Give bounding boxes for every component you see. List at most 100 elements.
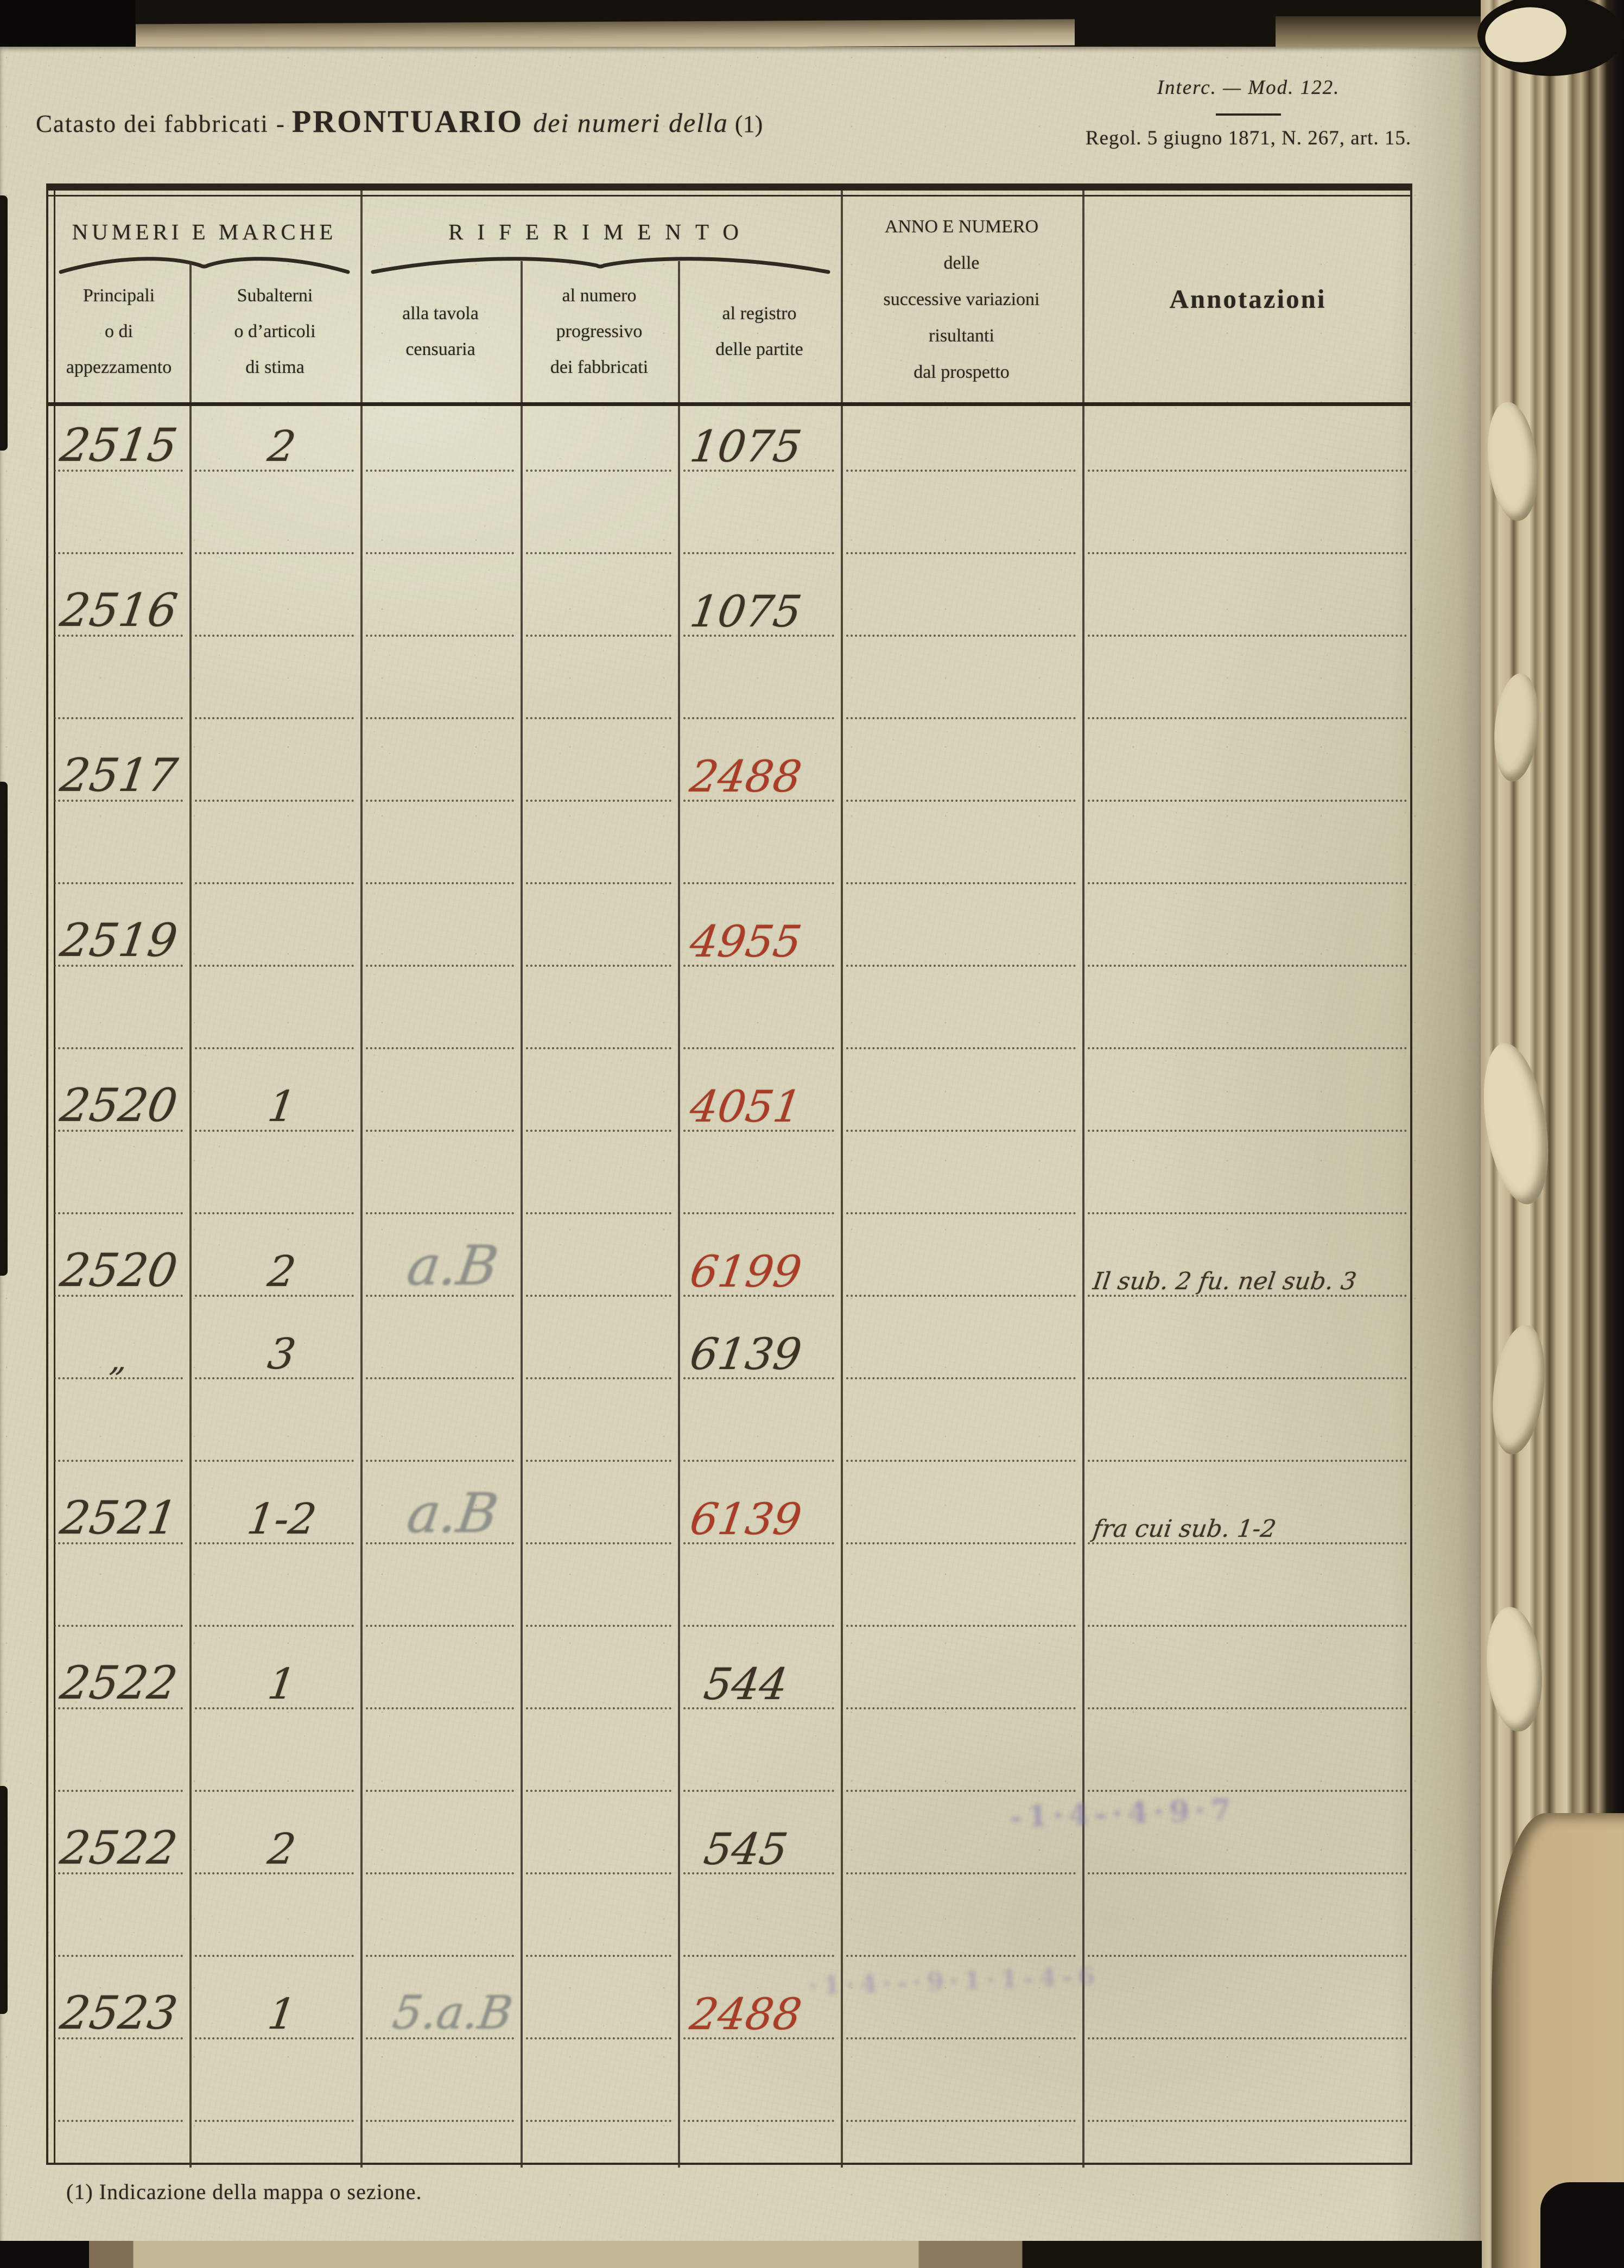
column-rule <box>1082 406 1084 2168</box>
ruled-line <box>846 798 1076 802</box>
ruled-line <box>54 633 183 637</box>
ruled-line <box>683 1623 834 1627</box>
ruled-line <box>526 1128 671 1132</box>
ruled-line <box>1088 1128 1407 1132</box>
handwritten-entry: 545 <box>701 1823 791 1874</box>
ruled-line <box>683 963 834 967</box>
ruled-line <box>366 2118 514 2122</box>
handwritten-entry: 6139 <box>687 1328 805 1379</box>
handwritten-entry: 6199 <box>687 1246 805 1297</box>
ruled-line <box>846 1293 1076 1297</box>
ruled-line <box>54 2036 183 2039</box>
ruled-line <box>195 1211 354 1214</box>
ruled-line <box>526 1293 671 1297</box>
ruled-line <box>195 1128 354 1132</box>
ruled-line <box>366 1541 514 1544</box>
stack-torn-scallop <box>1482 1605 1547 1734</box>
ruled-line <box>195 963 354 967</box>
ruled-line <box>526 1211 671 1214</box>
ruled-line <box>846 633 1076 637</box>
column-rule <box>841 191 843 402</box>
ruled-line <box>846 1128 1076 1132</box>
ruled-line <box>54 1376 183 1379</box>
ruled-line <box>195 468 354 472</box>
ruled-line <box>683 880 834 884</box>
ruled-line <box>54 880 183 884</box>
ruled-line <box>1088 1871 1407 1874</box>
ruled-line <box>526 715 671 719</box>
ruled-line <box>54 798 183 802</box>
handwritten-entry: 4955 <box>687 916 805 967</box>
ruled-line <box>683 1128 834 1132</box>
column-rule <box>360 191 363 402</box>
ruled-line <box>54 963 183 967</box>
ruled-line <box>366 798 514 802</box>
title-footnote-ref: (1) <box>734 111 763 137</box>
ruled-line <box>366 468 514 472</box>
paper-sheet <box>0 47 1482 2252</box>
ruled-line <box>54 1458 183 1462</box>
ruled-line <box>54 1211 183 1214</box>
page-top-paper-edge <box>125 19 1075 50</box>
ruled-line <box>1088 550 1407 554</box>
model-number: Interc. — Mod. 122. <box>1157 77 1340 99</box>
page-title: Catasto dei fabbricati - PRONTUARIO dei num… <box>36 103 763 140</box>
ruled-line <box>366 1788 514 1792</box>
stack-dark-bottom <box>1540 2182 1624 2268</box>
ruled-line <box>526 1788 671 1792</box>
handwritten-entry: 1075 <box>687 421 805 472</box>
ruled-line <box>526 963 671 967</box>
ruled-line <box>195 1706 354 1709</box>
ruled-line <box>195 1788 354 1792</box>
column-rule <box>1082 191 1084 402</box>
ruled-line <box>526 2118 671 2122</box>
group1-label: NUMERI E MARCHE <box>72 219 337 244</box>
scan-left-sliver <box>0 1786 8 2014</box>
column-rule <box>521 406 523 2168</box>
ruled-line <box>1088 1541 1407 1544</box>
ruled-line <box>526 633 671 637</box>
ruled-line <box>683 2118 834 2122</box>
ruled-line <box>846 1376 1076 1379</box>
title-prefix: Catasto dei fabbricati <box>36 110 269 137</box>
ruled-line <box>683 798 834 802</box>
brace-numeri-marche-icon <box>59 257 350 274</box>
ruled-line <box>366 550 514 554</box>
handwritten-entry: 1075 <box>687 586 805 637</box>
ruled-line <box>683 1293 834 1297</box>
ruled-line <box>683 550 834 554</box>
ruled-line <box>846 1458 1076 1462</box>
ruled-line <box>366 1293 514 1297</box>
scan-corner-top-left <box>0 0 136 52</box>
ruled-line <box>526 1046 671 1049</box>
ruled-line <box>54 2118 183 2122</box>
ruled-line <box>54 715 183 719</box>
ruled-line <box>195 2118 354 2122</box>
ruled-line <box>846 1046 1076 1049</box>
ruled-line <box>366 1623 514 1627</box>
ruled-line <box>846 963 1076 967</box>
handwritten-entry: a.B <box>403 1234 502 1297</box>
ruled-line <box>195 1046 354 1049</box>
ruled-line <box>1088 1623 1407 1627</box>
handwritten-entry: fra cui sub. 1-2 <box>1091 1515 1278 1543</box>
column-group-riferimento: RIFERIMENTO <box>360 219 841 278</box>
handwritten-entry: 5.a.B <box>389 1986 516 2040</box>
ruled-line <box>54 1623 183 1627</box>
column-rule <box>678 406 680 2168</box>
table-double-rule-top <box>48 195 1410 197</box>
ruled-line <box>683 1046 834 1049</box>
ruled-line <box>54 1953 183 1957</box>
title-italic: dei numeri della <box>533 107 728 138</box>
ruled-line <box>195 1458 354 1462</box>
ruled-line <box>846 1541 1076 1544</box>
ruled-line <box>366 1046 514 1049</box>
handwritten-entry: 1 <box>264 1082 299 1131</box>
ruled-line <box>1088 2036 1407 2039</box>
group2-label: RIFERIMENTO <box>448 219 753 244</box>
ruled-line <box>1088 1293 1407 1297</box>
ruled-line <box>526 1376 671 1379</box>
stack-torn-scallop <box>1482 399 1544 524</box>
ruled-line <box>195 1541 354 1544</box>
ruled-line <box>54 1293 183 1297</box>
